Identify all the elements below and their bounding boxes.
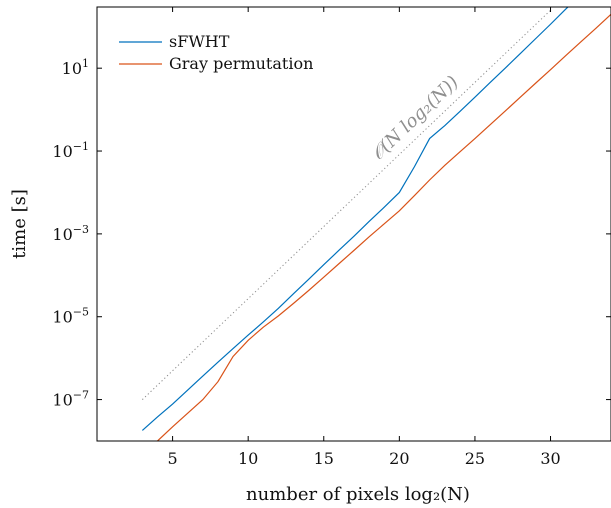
y-tick-label: 101 (62, 57, 89, 78)
reference-line-complexity (142, 9, 551, 400)
x-tick-label: 5 (167, 449, 177, 468)
x-tick-label: 25 (465, 449, 485, 468)
y-tick-label: 10−5 (52, 306, 89, 327)
x-tick-label: 30 (540, 449, 560, 468)
series-line-gray-permutation (156, 13, 611, 441)
x-tick-label: 10 (238, 449, 258, 468)
series-line-sfwht (141, 7, 569, 431)
x-axis: 5 10 15 20 25 30 (167, 7, 561, 468)
x-tick-label: 20 (389, 449, 409, 468)
y-tick-label: 10−7 (52, 389, 89, 410)
annotation-complexity: 𝒪(N log₂(N)) (367, 72, 463, 164)
plot-area: 5 10 15 20 25 30 10−7 10−5 10−3 10−1 101 (52, 6, 611, 468)
plot-frame (96, 6, 611, 442)
x-axis-label: number of pixels log₂(N) (246, 484, 470, 505)
y-tick-label: 10−3 (52, 223, 89, 244)
y-axis-label: time [s] (9, 189, 30, 259)
x-tick-label: 15 (314, 449, 334, 468)
legend-label-sfwht: sFWHT (169, 32, 230, 51)
y-axis: 10−7 10−5 10−3 10−1 101 (52, 57, 611, 410)
legend-label-gray-permutation: Gray permutation (169, 54, 313, 73)
legend: sFWHT Gray permutation (119, 32, 313, 73)
y-tick-label: 10−1 (52, 140, 89, 161)
series-layer (141, 7, 611, 441)
